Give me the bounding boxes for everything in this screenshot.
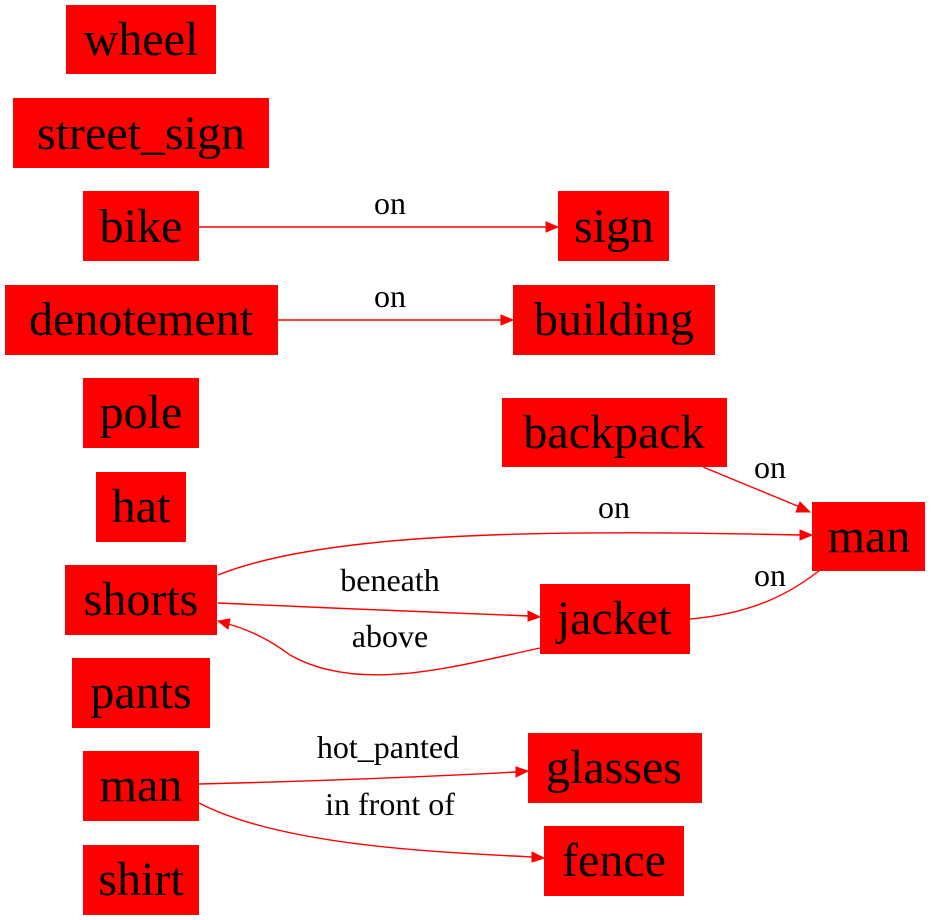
node-building[interactable]: building [513, 285, 715, 355]
node-pants[interactable]: pants [72, 658, 210, 728]
svg-text:wheel: wheel [84, 13, 199, 66]
svg-text:pole: pole [100, 386, 183, 439]
node-glasses[interactable]: glasses [528, 733, 702, 803]
edge-shorts-man: on [217, 489, 814, 576]
svg-text:building: building [534, 293, 694, 346]
edge-shorts-jacket: beneath [217, 562, 542, 622]
node-shirt[interactable]: shirt [83, 845, 199, 915]
svg-text:denotement: denotement [29, 293, 254, 346]
node-pole[interactable]: pole [83, 378, 199, 448]
edge-denotement-building: on [278, 278, 515, 326]
node-fence[interactable]: fence [544, 826, 684, 896]
svg-text:fence: fence [562, 834, 666, 887]
edge-label-man-fence: in front of [325, 786, 455, 822]
node-bike[interactable]: bike [83, 191, 199, 261]
svg-text:man: man [828, 510, 911, 563]
svg-text:jacket: jacket [555, 592, 672, 645]
node-shorts[interactable]: shorts [65, 565, 217, 635]
node-denotement[interactable]: denotement [5, 285, 278, 355]
node-jacket[interactable]: jacket [540, 584, 690, 654]
edge-label-denotement-building: on [374, 278, 406, 314]
svg-text:hat: hat [112, 480, 171, 533]
edge-jacket-man: on [689, 557, 834, 620]
edge-label-jacket-shorts: above [352, 618, 428, 654]
edge-backpack-man: on [702, 449, 812, 513]
svg-text:street_sign: street_sign [37, 107, 245, 160]
edge-label-bike-sign: on [374, 185, 406, 221]
svg-text:man: man [100, 759, 183, 812]
svg-text:pants: pants [90, 666, 191, 719]
edge-bike-sign: on [199, 185, 560, 233]
node-sign[interactable]: sign [558, 191, 669, 261]
svg-text:sign: sign [574, 200, 654, 253]
edge-jacket-shorts: above [216, 618, 541, 676]
node-backpack[interactable]: backpack [502, 398, 727, 467]
edge-man-glasses: hot_panted [198, 729, 530, 785]
node-wheel[interactable]: wheel [66, 5, 216, 74]
edge-label-man-glasses: hot_panted [317, 729, 459, 765]
node-hat[interactable]: hat [96, 472, 186, 542]
svg-text:bike: bike [100, 200, 183, 253]
svg-text:backpack: backpack [523, 406, 704, 459]
edge-label-shorts-jacket: beneath [340, 562, 440, 598]
edge-label-jacket-man: on [754, 557, 786, 593]
svg-text:glasses: glasses [546, 741, 682, 794]
svg-text:shirt: shirt [98, 853, 184, 906]
node-street-sign[interactable]: street_sign [13, 98, 269, 168]
node-man-right[interactable]: man [812, 502, 925, 571]
svg-text:shorts: shorts [84, 573, 199, 626]
edge-man-fence: in front of [198, 786, 546, 863]
node-man-left[interactable]: man [83, 751, 199, 821]
edge-label-shorts-man: on [598, 489, 630, 525]
edge-label-backpack-man: on [754, 449, 786, 485]
